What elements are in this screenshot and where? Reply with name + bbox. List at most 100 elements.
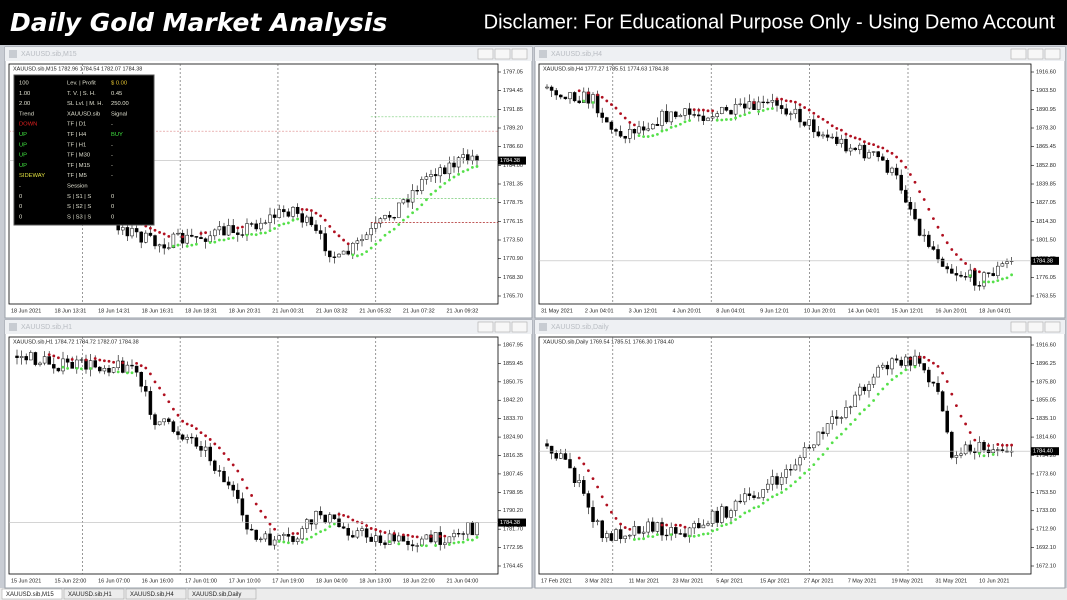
candle-body (890, 167, 894, 173)
window-close-button[interactable] (1044, 48, 1061, 60)
trend-dot (383, 531, 387, 534)
chart-tab-label[interactable]: XAUUSD.sib,H1 (68, 592, 112, 598)
candle-body (355, 240, 360, 244)
time-label: 15 Jun 12:01 (892, 308, 924, 314)
trend-dot (323, 528, 327, 532)
candle-body (812, 444, 816, 449)
window-close-button[interactable] (511, 48, 528, 60)
trend-dot (679, 122, 682, 126)
chart-tab-label[interactable]: XAUUSD.sib,H4 (130, 592, 174, 598)
trend-dot (913, 180, 917, 184)
panel-text: XAUUSD.sib (67, 111, 100, 117)
trend-dot (596, 485, 599, 489)
trend-dot (374, 528, 378, 531)
candle-body (231, 484, 235, 491)
candle-body (623, 135, 627, 139)
panel-text: TF | M5 (67, 173, 87, 179)
trend-dot (610, 510, 613, 514)
candle-body (328, 250, 332, 258)
window-titlebar (535, 47, 1065, 61)
trend-dot (803, 106, 806, 109)
trend-dot (849, 422, 852, 426)
trend-dot (98, 358, 102, 362)
candle-body (295, 206, 300, 214)
window-restore-button[interactable] (1027, 48, 1044, 60)
panel-text: S | S2 | S (67, 204, 91, 210)
candle-body (305, 216, 309, 223)
candle-body (747, 101, 752, 109)
candle-body (632, 526, 637, 536)
candle-body (314, 224, 318, 231)
candle-body (577, 480, 581, 483)
trend-dot (725, 523, 728, 526)
trend-dot (222, 452, 226, 455)
chart-tab[interactable] (187, 588, 257, 600)
trend-dot (176, 413, 180, 417)
trend-dot (379, 529, 382, 533)
window-restore-button[interactable] (494, 321, 511, 333)
price-label: 1814.60 (1036, 435, 1056, 441)
candle-body (277, 535, 281, 541)
candle-body (582, 91, 586, 104)
trend-dot (738, 515, 742, 519)
trend-dot (582, 99, 586, 103)
candle-body (770, 100, 775, 103)
trend-dot (991, 280, 995, 284)
trend-dot (351, 518, 355, 522)
window-restore-button[interactable] (1027, 321, 1044, 333)
trend-dot (817, 457, 820, 461)
candle-body (664, 534, 669, 537)
window-minimize-button[interactable] (1010, 48, 1027, 60)
trend-dot (729, 521, 733, 525)
candle-body (614, 529, 618, 541)
trend-dot (448, 543, 451, 546)
trend-dot (291, 532, 295, 535)
chart-tab[interactable] (125, 588, 187, 600)
chart-tab-label[interactable]: XAUUSD.sib,M15 (6, 592, 54, 598)
trend-dot (941, 371, 944, 375)
candle-body (600, 112, 604, 118)
candle-body (351, 243, 355, 255)
candle-body (738, 103, 742, 105)
price-label: 1855.05 (1036, 398, 1056, 404)
candle-body (660, 110, 664, 126)
candle-body (917, 218, 922, 236)
chart-tab[interactable] (1, 588, 63, 600)
trend-dot (103, 359, 106, 363)
trend-dot (817, 115, 820, 119)
trend-dot (218, 238, 221, 242)
trend-dot (126, 371, 129, 375)
trend-dot (899, 159, 903, 163)
trend-dot (669, 533, 673, 536)
trend-dot (172, 244, 175, 248)
candle-body (355, 530, 360, 538)
window-close-button[interactable] (511, 321, 528, 333)
price-label: 1768.30 (503, 275, 523, 281)
candle-body (392, 533, 396, 542)
candle-body (1000, 263, 1005, 267)
trend-dot (633, 123, 636, 127)
trend-dot (821, 453, 825, 456)
candle-body (121, 227, 125, 231)
candle-body (807, 447, 811, 449)
time-label: 31 May 2021 (541, 308, 573, 314)
window-minimize-button[interactable] (477, 48, 494, 60)
trend-dot (356, 254, 359, 258)
trend-dot (402, 218, 405, 222)
window-restore-button[interactable] (494, 48, 511, 60)
time-label: 16 Jun 20:01 (935, 308, 967, 314)
window-minimize-button[interactable] (1010, 321, 1027, 333)
trend-dot (397, 542, 401, 546)
window-minimize-button[interactable] (477, 321, 494, 333)
chart-tab-label[interactable]: XAUUSD.sib,Daily (192, 592, 241, 598)
time-label: 23 Mar 2021 (672, 578, 703, 584)
candle-body (669, 111, 673, 123)
candle-body (378, 535, 383, 544)
trend-dot (268, 522, 272, 526)
candle-body (586, 493, 591, 508)
chart-tab[interactable] (63, 588, 125, 600)
trend-dot (282, 222, 286, 226)
window-close-button[interactable] (1044, 321, 1061, 333)
trend-dot (688, 119, 691, 122)
price-label: 1797.05 (503, 69, 523, 75)
